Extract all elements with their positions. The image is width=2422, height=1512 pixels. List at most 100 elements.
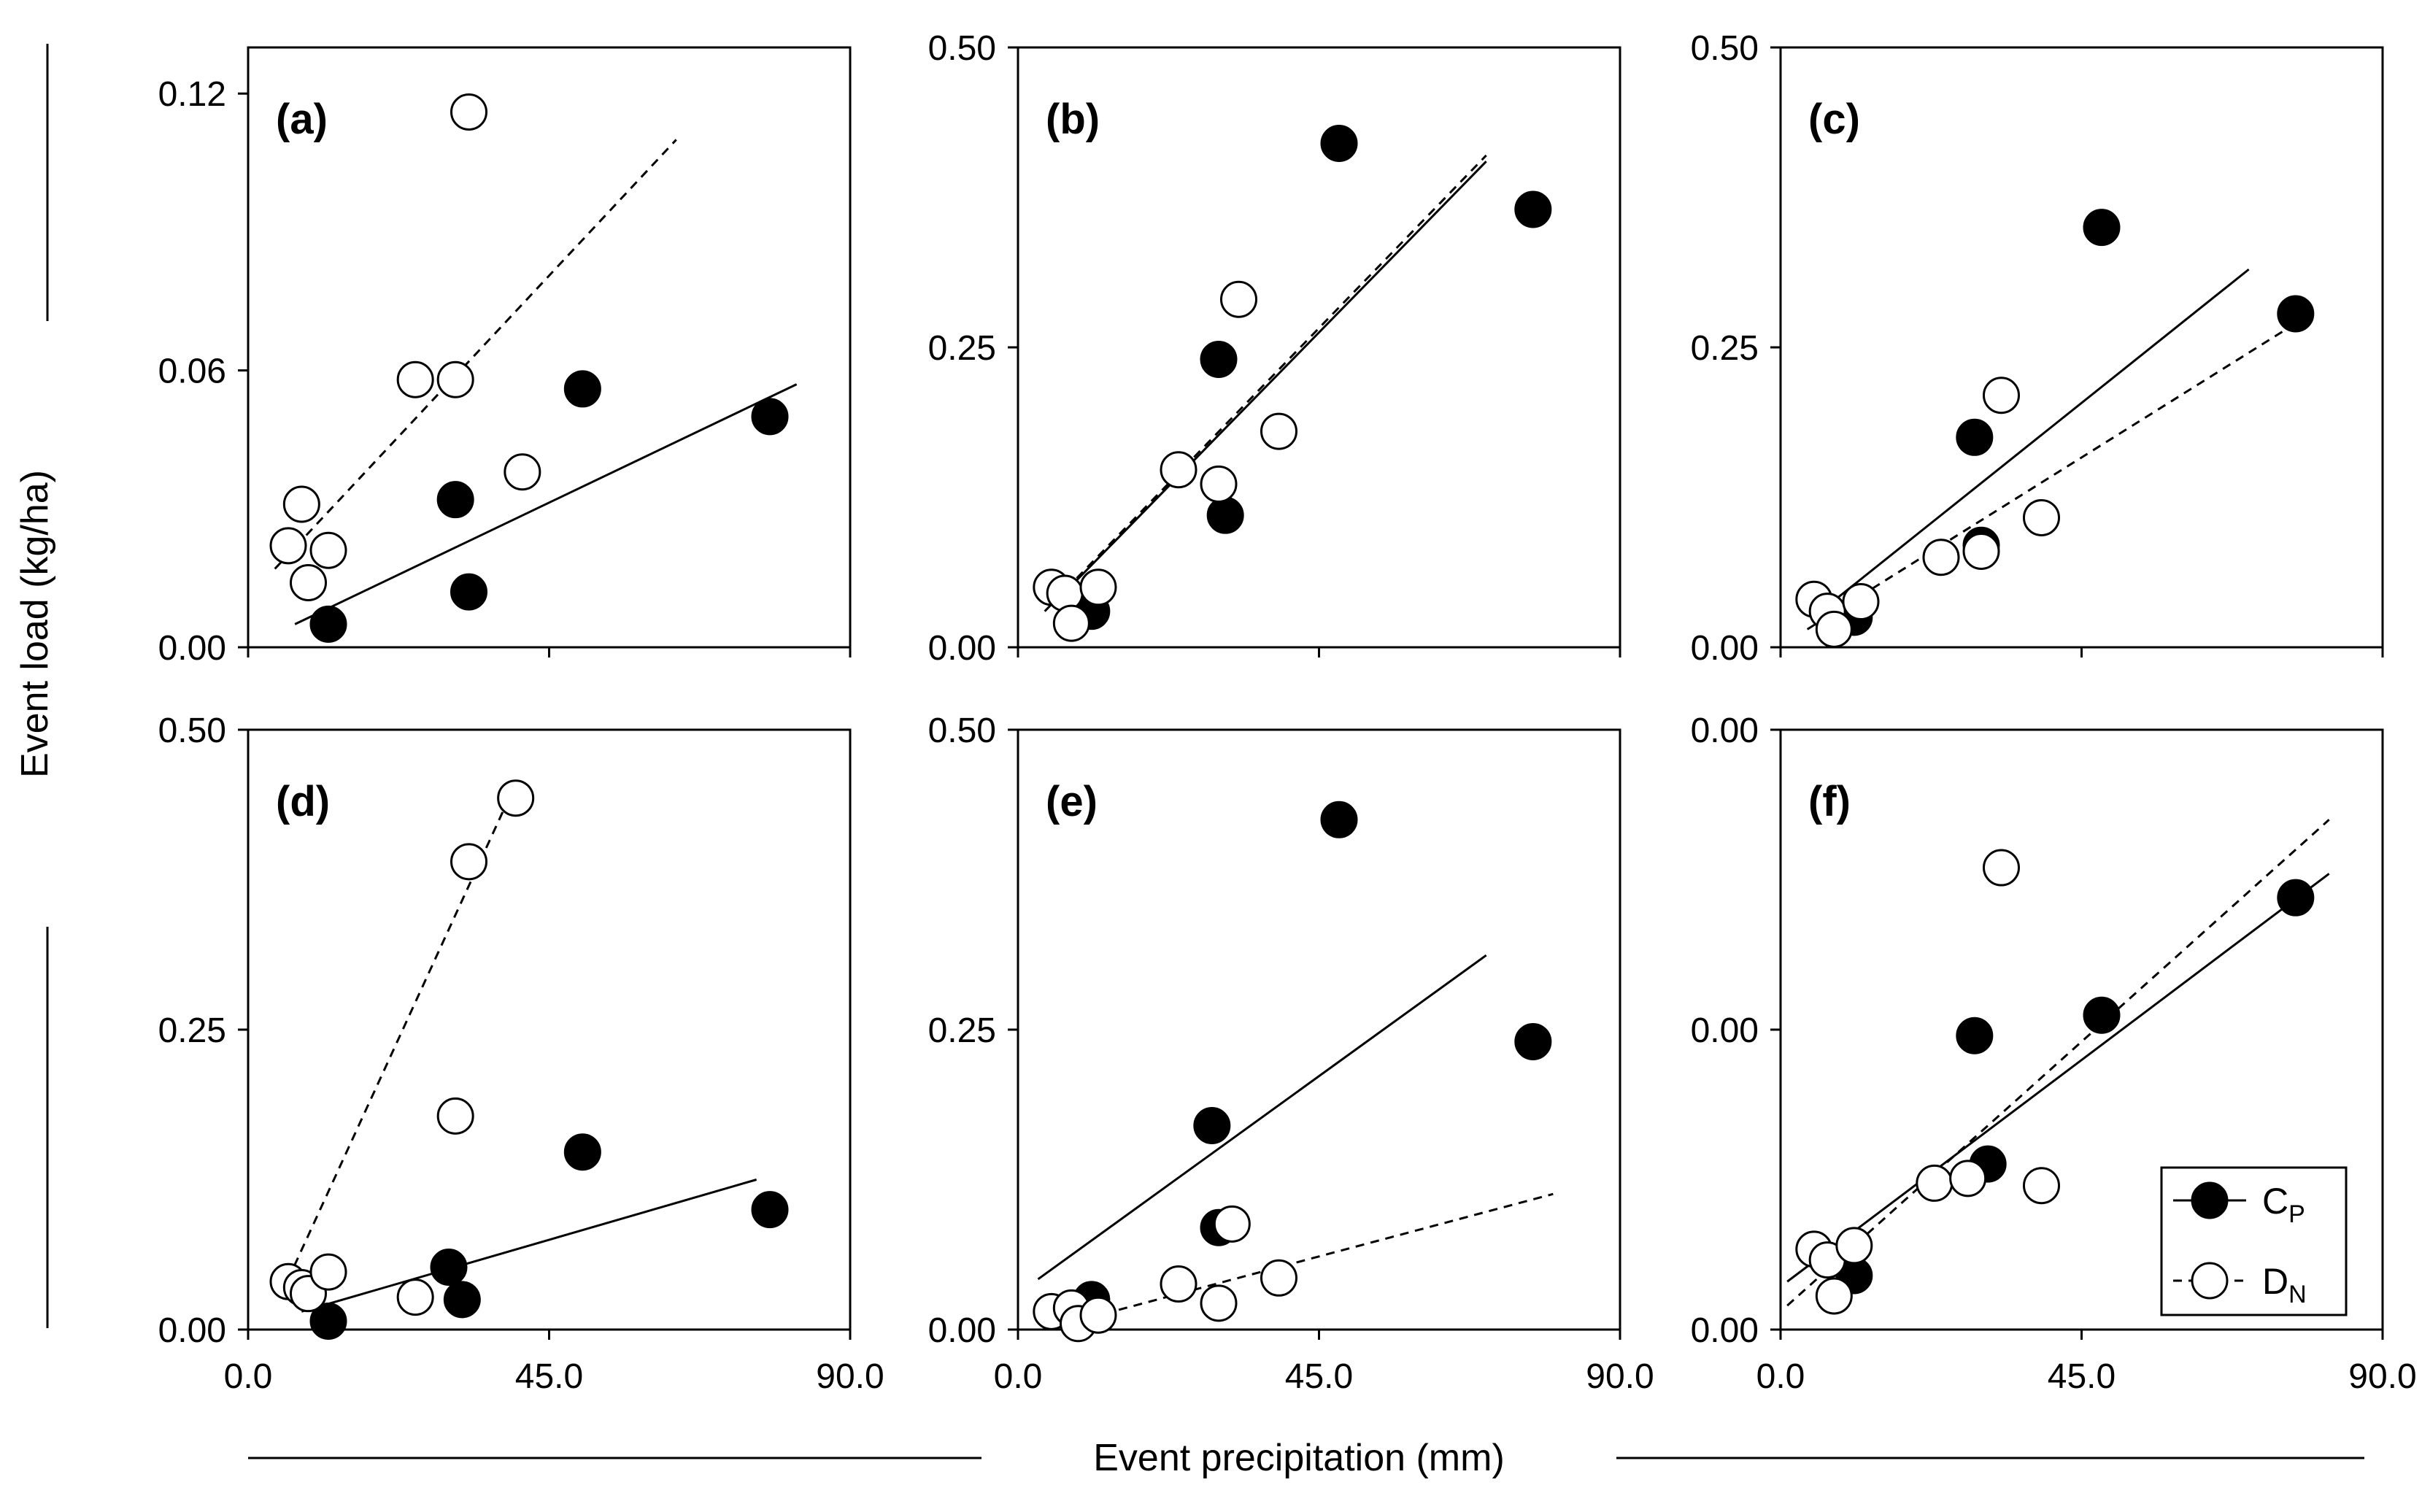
point-cp	[1320, 801, 1358, 838]
point-dn	[396, 360, 434, 398]
fit-line-cp	[294, 383, 798, 625]
y-axis-title: Event load (kg/ha)	[14, 470, 56, 778]
point-dn	[1052, 604, 1090, 642]
point-dn	[1260, 412, 1297, 450]
point-dn	[1983, 377, 2020, 414]
point-cp	[2277, 879, 2315, 917]
x-tick-label: 0.0	[224, 1357, 273, 1396]
point-dn	[1220, 280, 1257, 318]
y-tick-label: 0.00	[1691, 1011, 1759, 1050]
point-dn	[1962, 532, 2000, 570]
point-cp	[1320, 125, 1358, 163]
point-cp	[2083, 996, 2121, 1034]
point-dn	[1200, 465, 1238, 503]
point-cp	[436, 481, 474, 519]
point-dn	[504, 453, 541, 491]
legend-label-dn: DN	[2262, 1261, 2307, 1308]
point-cp	[751, 1191, 789, 1229]
point-cp	[1956, 418, 1994, 456]
x-tick-label: 90.0	[816, 1357, 884, 1396]
x-tick-label: 45.0	[515, 1357, 583, 1396]
y-tick-label: 0.25	[1691, 329, 1759, 368]
point-dn	[1922, 539, 1960, 576]
point-dn	[450, 843, 487, 881]
point-dn	[1983, 849, 2020, 887]
point-cp	[751, 398, 789, 436]
y-tick-label: 0.00	[928, 1311, 996, 1350]
legend-marker-cp	[2191, 1181, 2229, 1219]
panel-label: (c)	[1808, 96, 1860, 143]
point-dn	[1160, 451, 1197, 489]
point-dn	[309, 531, 347, 569]
point-cp	[563, 1133, 601, 1171]
legend-label-cp: CP	[2262, 1181, 2305, 1228]
y-tick-label: 0.06	[158, 352, 226, 391]
point-cp	[1193, 1107, 1231, 1145]
plot-frame	[1779, 46, 2384, 649]
panel-label: (a)	[276, 96, 328, 143]
panel-label: (e)	[1046, 778, 1098, 825]
point-cp	[2277, 295, 2315, 333]
fit-line-cp	[1820, 268, 2250, 612]
point-cp	[309, 605, 347, 643]
point-dn	[1949, 1160, 1987, 1197]
y-tick-label: 0.25	[928, 329, 996, 368]
point-cp	[1200, 340, 1238, 378]
point-dn	[1815, 610, 1853, 648]
y-tick-label: 0.00	[1691, 629, 1759, 668]
point-cp	[1514, 190, 1552, 228]
point-dn	[497, 779, 535, 817]
point-dn	[2023, 1167, 2060, 1205]
point-dn	[450, 93, 487, 131]
x-tick-label: 90.0	[1586, 1357, 1654, 1396]
panel-f: 0.00 0.00 0.00 0.0 45.0 90.0 (f)	[1691, 711, 2417, 1396]
panel-d: 0.00 0.25 0.50 0.0 45.0 90.0 (d)	[158, 711, 884, 1396]
point-cp	[443, 1281, 481, 1319]
fit-line-dn	[1044, 1192, 1554, 1331]
point-dn	[1260, 1259, 1297, 1297]
y-tick-label: 0.00	[1691, 1311, 1759, 1350]
point-dn	[1200, 1284, 1238, 1322]
fit-line-cp	[1037, 954, 1487, 1281]
point-dn	[290, 563, 327, 601]
point-dn	[1160, 1265, 1197, 1303]
y-tick-label: 0.25	[158, 1011, 226, 1050]
point-dn	[436, 360, 474, 398]
y-tick-label: 0.12	[158, 75, 226, 114]
y-tick-label: 0.50	[928, 29, 996, 68]
fit-line-cp	[1057, 161, 1487, 601]
legend: CP DN	[2160, 1166, 2348, 1316]
y-tick-label: 0.50	[928, 711, 996, 750]
panel-label: (b)	[1046, 96, 1100, 143]
panel-e: 0.00 0.25 0.50 0.0 45.0 90.0 (e)	[928, 711, 1654, 1396]
panel-c: 0.00 0.25 0.50 (c)	[1691, 29, 2384, 668]
point-dn	[436, 1097, 474, 1135]
y-tick-label: 0.00	[158, 1311, 226, 1350]
point-dn	[1842, 583, 1880, 621]
point-cp	[1514, 1022, 1552, 1060]
x-tick-label: 45.0	[1285, 1357, 1353, 1396]
fit-line-cp	[1786, 873, 2330, 1283]
point-cp	[1956, 1017, 1994, 1054]
panel-label: (d)	[276, 778, 330, 825]
y-tick-label: 0.50	[158, 711, 226, 750]
fit-line-dn	[274, 139, 677, 570]
x-tick-label: 0.0	[1756, 1357, 1805, 1396]
x-axis-title: Event precipitation (mm)	[1093, 1437, 1505, 1479]
fit-line-cp	[301, 1179, 757, 1313]
point-cp	[2083, 209, 2121, 247]
point-cp	[1206, 496, 1244, 534]
y-tick-label: 0.00	[158, 629, 226, 668]
point-dn	[1079, 568, 1117, 606]
x-tick-label: 45.0	[2048, 1357, 2116, 1396]
panel-b: 0.00 0.25 0.50 (b)	[928, 29, 1621, 668]
y-tick-label: 0.00	[1691, 711, 1759, 750]
plot-frame	[1017, 46, 1621, 649]
point-dn	[1916, 1164, 1954, 1202]
point-dn	[396, 1278, 434, 1316]
panel-label: (f)	[1808, 778, 1851, 825]
point-cp	[450, 573, 487, 611]
point-dn	[309, 1253, 347, 1291]
panel-a: 0.00 0.06 0.12 (a)	[158, 46, 852, 668]
